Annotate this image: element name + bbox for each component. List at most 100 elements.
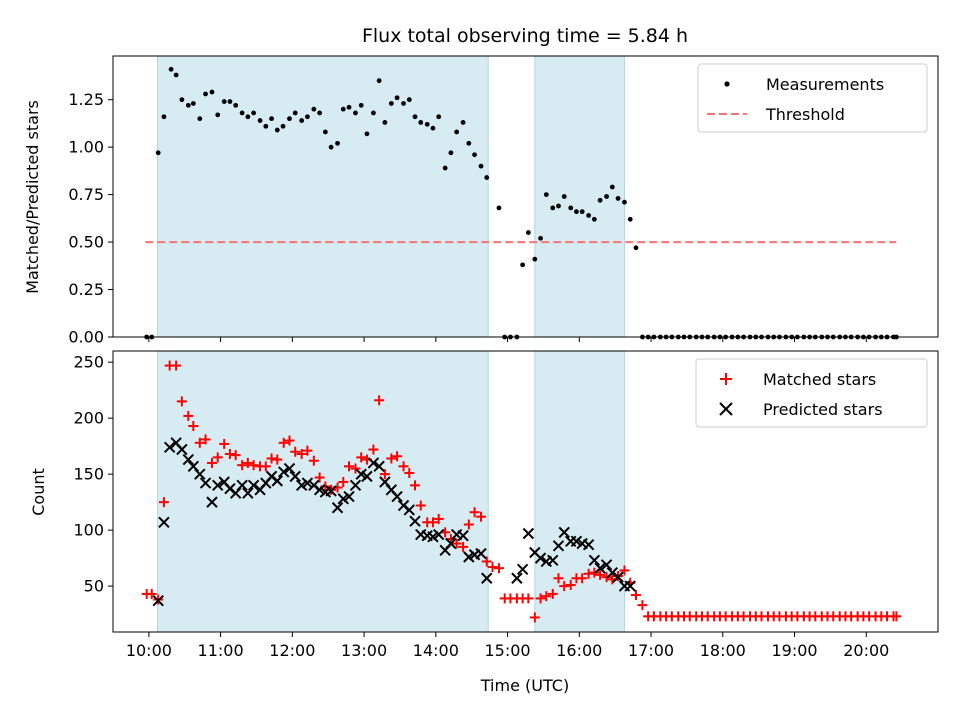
predicted-star-point [481,572,493,584]
x-tick-label: 16:00 [556,641,602,660]
matched-star-point [427,517,438,528]
measurement-point [358,102,364,108]
matched-star-point [541,591,552,602]
bottom-y-ticks: 50 100 150 200 250 [73,353,113,596]
matched-star-point [176,396,187,407]
predicted-star-point [283,462,296,475]
x-tick-label: 10:00 [126,641,172,660]
predicted-star-point [194,468,206,480]
predicted-star-point [242,487,254,499]
measurement-point [239,110,245,116]
measurement-point [543,192,549,198]
measurement-point [203,91,208,97]
measurement-point [322,129,328,135]
y-tick-label: 100 [73,521,104,540]
measurement-point [340,106,346,112]
y-tick-label: 0.25 [68,280,104,299]
top-legend-box [697,63,928,133]
measurement-point [251,110,257,116]
predicted-star-point [212,479,224,492]
shaded-interval-1 [156,55,489,338]
bottom-legend: Matched stars Predicted stars [695,358,928,428]
predicted-star-point [367,457,380,469]
matched-star-point [212,452,223,463]
measurement-point [496,205,502,211]
measurement-point [287,116,292,122]
matched-stars-legend-marker [720,373,732,385]
y-tick-label: 1.00 [68,138,104,157]
matched-star-point [481,556,492,567]
matched-star-point [476,511,487,522]
predicted-star-point [516,563,529,576]
measurement-point [556,203,561,209]
matched-star-point [595,569,606,580]
matched-star-point [398,461,409,472]
measurement-point [568,205,574,211]
measurement-point [561,194,567,199]
predicted-star-point [594,562,606,574]
measurement-point [538,235,543,241]
top-legend: Measurements Threshold [697,63,928,133]
measurement-point [412,114,418,120]
top-y-ticks: 0.00 0.25 0.50 0.75 1.00 1.25 [68,90,113,347]
matched-star-point [601,572,612,583]
measurement-point [484,175,490,180]
measurement-point [401,101,406,106]
matched-star-point [266,453,277,464]
top-axes-frame [112,55,939,338]
y-tick-label: 50 [84,577,104,596]
measurement-point [197,116,203,122]
bottom-x-ticks: 10:00 11:00 12:00 13:00 14:00 15:00 16:00 17:00… [126,632,889,660]
threshold-legend-label: Threshold [765,105,845,124]
measurement-point [442,165,448,171]
y-tick-label: 150 [73,465,104,484]
measurement-point [317,110,323,116]
measurement-point [221,99,227,104]
matched-star-point [224,448,235,459]
matched-star-point [183,410,194,421]
measurement-point [460,120,466,125]
predicted-star-point [152,594,164,607]
measurement-point [615,195,621,201]
shaded-interval-2 [534,350,626,633]
measurement-point [227,99,233,104]
predicted-star-point [236,479,248,492]
matched-star-point [188,421,199,432]
matched-star-point [374,395,385,406]
y-tick-label: 250 [73,353,104,372]
measurement-point [371,110,376,116]
measurement-point [215,112,221,118]
matched-stars-points [141,360,902,623]
matched-star-point [386,453,397,464]
x-axis-label: Time (UTC) [480,676,569,695]
measurement-point [299,118,305,123]
measurement-point [604,194,609,199]
matched-star-point [463,519,474,530]
matched-star-point [242,457,253,468]
matched-star-point [379,469,390,480]
matched-star-point [451,538,462,549]
predicted-star-point [612,571,624,583]
matched-star-point [619,565,630,576]
measurement-point [269,116,274,122]
chart-title: Flux total observing time = 5.84 h [362,25,688,47]
predicted-star-point [289,470,301,483]
predicted-star-point [163,441,176,453]
matched-star-point [523,593,534,604]
predicted-stars-points [152,437,636,607]
matched-star-point [630,590,641,601]
measurement-point [609,184,615,190]
predicted-star-point [361,470,373,483]
measurement-point [161,114,167,120]
x-tick-label: 20:00 [843,641,889,660]
matched-star-point [356,452,367,463]
measurement-point [233,102,239,108]
predicted-star-point [182,453,195,466]
matched-star-point [589,567,600,578]
predicted-stars-legend-label: Predicted stars [763,400,883,419]
measurement-point [305,114,310,120]
matched-star-point [278,437,289,448]
measurement-point [311,106,317,112]
matched-star-point [583,568,594,579]
